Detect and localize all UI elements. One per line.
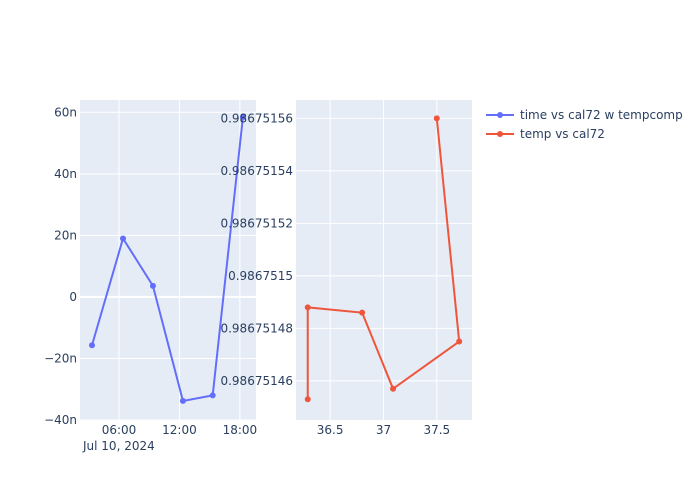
legend-marker-temp: [497, 131, 503, 137]
temp-y-tick-label: 0.98675156: [220, 111, 293, 125]
time-data-point[interactable]: [120, 235, 127, 242]
temp-plot-background: [296, 100, 472, 420]
time-x-tick-label: 12:00: [162, 423, 197, 437]
legend[interactable]: time vs cal72 w tempcomp temp vs cal72: [486, 108, 683, 141]
time-y-tick-label: 20n: [54, 228, 77, 242]
time-y-tick-label: 0: [69, 290, 77, 304]
legend-marker-time: [497, 112, 503, 118]
legend-item-temp[interactable]: temp vs cal72: [486, 127, 605, 141]
temp-data-point[interactable]: [390, 385, 397, 392]
time-data-point[interactable]: [179, 397, 186, 404]
time-plot-background: [80, 100, 256, 420]
time-y-tick-label: 60n: [54, 105, 77, 119]
x-date-label: Jul 10, 2024: [82, 439, 155, 453]
temp-x-tick-label: 37.5: [423, 423, 450, 437]
time-x-tick-label: 18:00: [223, 423, 258, 437]
time-data-point[interactable]: [88, 342, 95, 349]
subplot-temp: 0.98675156 0.98675154 0.98675152 0.9867515 0…: [220, 100, 472, 437]
subplot-time: 60n 40n 20n 0 −20n −40n 06:00 12:00 18:00: [44, 100, 257, 437]
temp-data-point[interactable]: [304, 396, 311, 403]
temp-series-line: [306, 118, 461, 400]
temp-x-tick-label: 36.5: [317, 423, 344, 437]
time-y-tick-label: −40n: [44, 413, 77, 427]
time-data-point[interactable]: [239, 114, 246, 121]
temp-y-tick-label: 0.98675152: [220, 216, 293, 230]
temp-data-point[interactable]: [359, 309, 366, 316]
temp-y-tick-label: 0.9867515: [228, 269, 293, 283]
temp-y-tick-label: 0.98675146: [220, 374, 293, 388]
time-data-point[interactable]: [209, 392, 216, 399]
temp-data-point[interactable]: [433, 115, 440, 122]
time-x-tick-label: 06:00: [102, 423, 137, 437]
legend-label-temp: temp vs cal72: [520, 127, 605, 141]
time-y-tick-label: −20n: [44, 351, 77, 365]
legend-label-time: time vs cal72 w tempcomp: [520, 108, 683, 122]
time-series-line: [91, 117, 244, 403]
time-y-tick-label: 40n: [54, 167, 77, 181]
temp-x-tick-label: 37: [376, 423, 391, 437]
temp-y-tick-label: 0.98675148: [220, 321, 293, 335]
time-data-point[interactable]: [149, 282, 156, 289]
legend-item-time[interactable]: time vs cal72 w tempcomp: [486, 108, 683, 122]
temp-data-point[interactable]: [456, 338, 463, 345]
temp-y-tick-label: 0.98675154: [220, 164, 293, 178]
temp-data-point[interactable]: [304, 304, 311, 311]
